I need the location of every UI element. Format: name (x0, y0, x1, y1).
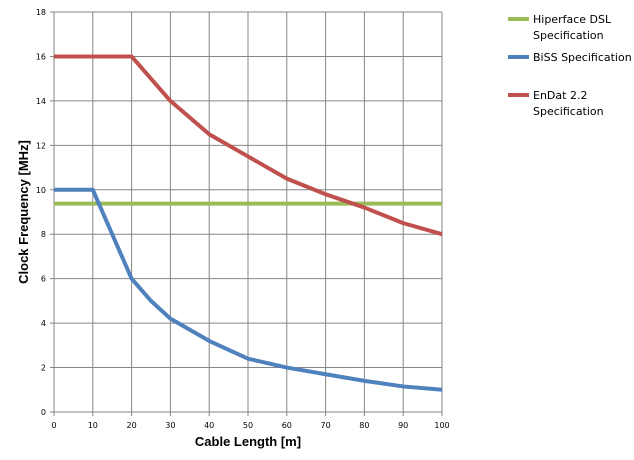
x-tick-label: 100 (434, 421, 449, 430)
y-tick-label: 8 (41, 230, 46, 239)
x-tick-label: 40 (204, 421, 214, 430)
legend-label: Specification (533, 29, 604, 42)
y-tick-label: 12 (36, 141, 46, 150)
y-axis-label: Clock Frequency [MHz] (16, 140, 31, 284)
legend-label: BiSS Specification (533, 51, 632, 64)
y-tick-label: 4 (41, 319, 46, 328)
y-tick-label: 6 (41, 275, 46, 284)
y-tick-label: 0 (41, 408, 46, 417)
tick-labels: 0 10 20 30 40 50 60 70 80 90 100 0 2 4 6 8 10 12 14 16 18 (36, 8, 450, 430)
y-tick-label: 10 (36, 186, 46, 195)
x-tick-label: 30 (165, 421, 175, 430)
x-tick-label: 50 (243, 421, 253, 430)
x-tick-label: 10 (88, 421, 98, 430)
y-tick-label: 14 (36, 97, 46, 106)
x-tick-label: 0 (51, 421, 56, 430)
y-tick-label: 18 (36, 8, 46, 17)
legend-label: Hiperface DSL (533, 13, 612, 26)
series-line (54, 54, 443, 237)
y-tick-label: 16 (36, 52, 46, 61)
legend-label: EnDat 2.2 (533, 89, 587, 102)
x-tick-label: 90 (398, 421, 408, 430)
x-tick-label: 20 (127, 421, 137, 430)
x-tick-label: 70 (321, 421, 331, 430)
y-tick-label: 2 (41, 364, 46, 373)
legend-label: Specification (533, 105, 604, 118)
series-line (54, 187, 443, 392)
series-lines (54, 54, 443, 392)
x-axis-label: Cable Length [m] (195, 434, 301, 449)
x-tick-label: 60 (282, 421, 292, 430)
grid (50, 11, 443, 416)
legend: Hiperface DSL Specification BiSS Specifica… (508, 13, 632, 118)
x-tick-label: 80 (359, 421, 369, 430)
